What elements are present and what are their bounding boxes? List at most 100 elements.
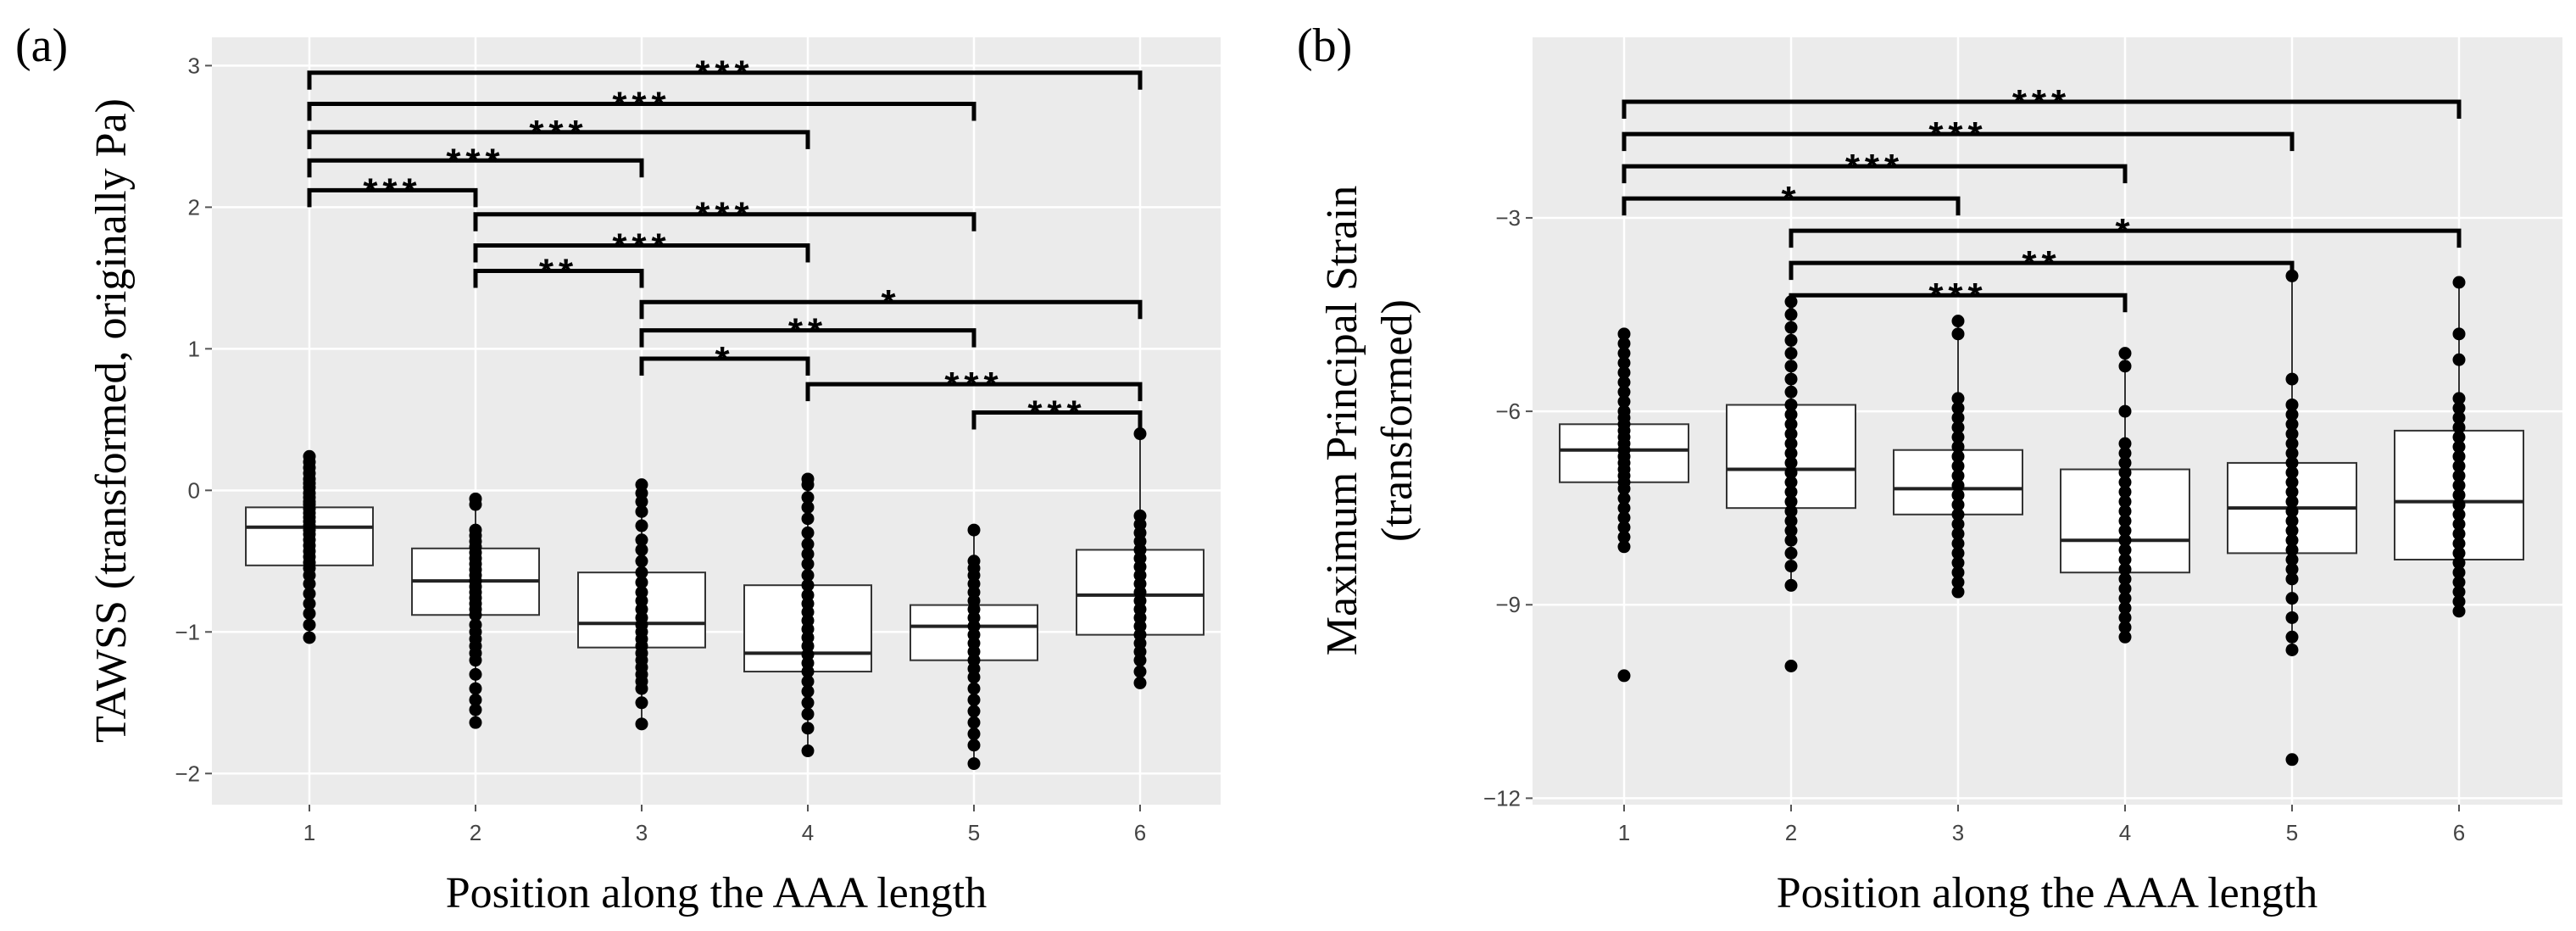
point-2-10 xyxy=(1784,417,1798,431)
x-tick-label-2: 2 xyxy=(470,820,481,845)
point-3-20 xyxy=(1951,566,1965,579)
bracket-line-4-6 xyxy=(805,382,1143,402)
point-5-17 xyxy=(2285,544,2299,557)
point-1-25 xyxy=(303,577,316,591)
point-4-23 xyxy=(2118,630,2132,644)
bracket-label-1-6: *** xyxy=(2012,82,2071,124)
point-5-6 xyxy=(2285,437,2299,450)
point-4-25 xyxy=(801,722,815,735)
point-2-11 xyxy=(1784,427,1798,441)
point-2-6 xyxy=(1784,372,1798,386)
box-group-2 xyxy=(1726,295,1856,672)
box-group-3 xyxy=(1893,315,2023,599)
point-2-19 xyxy=(1784,505,1798,518)
y-axis-title-b-line1: Maximum Principal Strain xyxy=(1318,186,1366,656)
point-3-17 xyxy=(1951,537,1965,550)
point-5-8 xyxy=(2285,456,2299,470)
point-5-7 xyxy=(2285,447,2299,460)
bracket-line-1-4 xyxy=(1622,164,2128,184)
point-3-9 xyxy=(635,576,648,589)
point-5-19 xyxy=(2285,562,2299,576)
bracket-label-1-2: *** xyxy=(363,170,421,212)
point-5-5 xyxy=(2285,427,2299,441)
point-6-20 xyxy=(1133,676,1147,689)
point-4-13 xyxy=(2118,533,2132,547)
point-1-0 xyxy=(1617,327,1631,341)
point-4-22 xyxy=(2118,621,2132,634)
point-3-12 xyxy=(1951,488,1965,502)
bracket-line-1-6 xyxy=(307,70,1143,90)
point-5-13 xyxy=(2285,505,2299,518)
box-group-1 xyxy=(1559,327,1689,683)
box-group-3 xyxy=(577,478,706,731)
point-4-18 xyxy=(2118,582,2132,595)
point-5-20 xyxy=(2285,572,2299,586)
point-1-3 xyxy=(1617,356,1631,370)
brackets-b: **************** xyxy=(1622,82,2462,317)
point-2-2 xyxy=(1784,321,1798,334)
point-1-22 xyxy=(1617,501,1631,515)
point-6-17 xyxy=(2452,527,2466,541)
point-4-6 xyxy=(2118,466,2132,479)
bracket-2-5: *** xyxy=(473,195,976,237)
y-tick-label-2: 1 xyxy=(188,336,200,361)
point-2-1 xyxy=(469,498,482,511)
point-3-1 xyxy=(1951,327,1965,341)
point-2-7 xyxy=(1784,385,1798,399)
point-4-8 xyxy=(2118,485,2132,499)
point-6-22 xyxy=(2452,576,2466,589)
bracket-4-6: *** xyxy=(805,365,1143,406)
point-4-5 xyxy=(2118,456,2132,470)
point-6-10 xyxy=(2452,460,2466,473)
bracket-label-3-4: * xyxy=(715,339,734,381)
point-3-5 xyxy=(635,533,648,547)
point-4-2 xyxy=(801,491,815,505)
point-6-18 xyxy=(2452,537,2466,550)
point-3-4 xyxy=(635,519,648,532)
point-2-25 xyxy=(1784,578,1798,592)
point-3-8 xyxy=(635,566,648,579)
point-4-4 xyxy=(2118,447,2132,460)
point-6-8 xyxy=(2452,440,2466,454)
bracket-label-3-6: * xyxy=(881,282,900,324)
point-6-1 xyxy=(2452,327,2466,341)
point-2-27 xyxy=(469,703,482,716)
point-4-20 xyxy=(801,665,815,678)
point-5-18 xyxy=(2285,553,2299,566)
bracket-3-6: * xyxy=(639,282,1143,324)
point-6-13 xyxy=(2452,488,2466,502)
point-4-2 xyxy=(2118,404,2132,418)
point-3-2 xyxy=(635,495,648,509)
point-6-21 xyxy=(2452,566,2466,579)
bracket-line-2-4 xyxy=(473,243,810,263)
point-2-23 xyxy=(469,654,482,667)
x-tick-label-4: 4 xyxy=(802,820,814,845)
point-5-0 xyxy=(967,523,981,537)
point-3-18 xyxy=(1951,546,1965,560)
x-tick-label-1: 1 xyxy=(303,820,315,845)
panel-label-a: (a) xyxy=(15,20,68,72)
x-tick-label-4: 4 xyxy=(2119,820,2131,845)
x-tick-label-5: 5 xyxy=(968,820,980,845)
point-3-3 xyxy=(635,505,648,518)
point-3-10 xyxy=(1951,469,1965,482)
bracket-line-5-6 xyxy=(971,410,1143,430)
point-2-28 xyxy=(469,716,482,729)
point-4-8 xyxy=(801,557,815,571)
point-2-20 xyxy=(1784,514,1798,527)
x-ticks-b: 1 2 3 4 5 6 xyxy=(1618,805,2465,845)
y-axis-title-a: TAWSS (transformed, originally Pa) xyxy=(87,98,136,743)
point-3-4 xyxy=(1951,411,1965,425)
point-2-24 xyxy=(469,667,482,681)
point-1-4 xyxy=(1617,365,1631,379)
x-axis-title-a: Position along the AAA length xyxy=(446,869,987,917)
box-group-2 xyxy=(411,492,540,729)
point-5-24 xyxy=(2285,643,2299,656)
point-2-0 xyxy=(1784,295,1798,309)
point-2-16 xyxy=(1784,476,1798,489)
bracket-label-1-4: *** xyxy=(529,113,587,154)
panel-a: (a) ********************************* 32… xyxy=(15,20,1221,917)
bracket-line-1-5 xyxy=(1622,131,2295,152)
point-6-20 xyxy=(2452,556,2466,570)
